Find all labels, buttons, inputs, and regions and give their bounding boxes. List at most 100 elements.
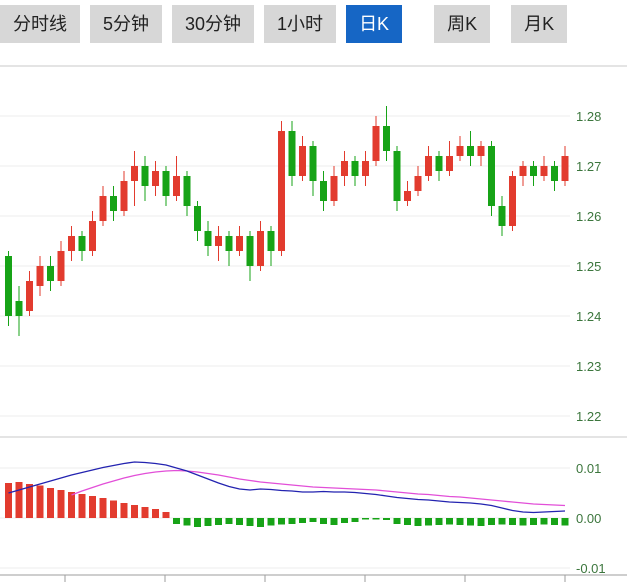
candle [162,166,170,206]
macd-bar [36,485,44,518]
macd-bar [551,518,558,525]
macd-bar [15,482,23,518]
candle [246,231,254,281]
macd-bar [131,505,138,518]
macd-bar [540,518,548,525]
candle [183,171,191,216]
candle [36,256,44,296]
price-axis-label: 1.23 [576,359,601,374]
macd-bar [110,500,117,518]
macd-bar [404,518,411,525]
macd-bar [519,518,527,526]
tab-monthly-k[interactable]: 月K [511,5,568,43]
candle [320,171,327,211]
candle [173,156,180,201]
macd-bar [477,518,485,526]
candle [498,196,506,236]
price-axis-label: 1.22 [576,409,601,424]
macd-bar [26,484,33,518]
price-axis-label: 1.25 [576,259,601,274]
macd-bar [173,518,180,524]
macd-dif-line [8,461,566,514]
candle [99,186,107,226]
macd-bar [246,518,254,526]
candle [561,146,569,186]
candle [204,221,212,256]
macd-bar [362,518,369,520]
candle [341,151,348,186]
macd-bar [330,518,338,525]
macd-bar [393,518,401,524]
candle [236,226,243,256]
candle [68,226,75,261]
macd-bar [225,518,233,524]
candle [467,131,474,166]
candlesticks [5,106,569,336]
tab-weekly-k[interactable]: 周K [434,5,491,43]
macd-bar [152,509,159,518]
macd-bar [372,518,380,520]
price-axis-label: 1.27 [576,159,601,174]
candle [383,106,390,161]
macd-bar [78,494,86,518]
candle [477,141,485,166]
macd-bar [194,518,201,527]
macd-bar [47,488,54,518]
tab-1hour[interactable]: 1小时 [264,5,337,43]
timeframe-tab-bar: 分时线 5分钟 30分钟 1小时 日K 周K 月K [0,5,577,43]
macd-bar [89,496,96,518]
macd-bar [530,518,537,525]
candle [372,116,380,166]
macd-dea-line [71,469,566,507]
tab-daily-k[interactable]: 日K [346,5,403,43]
candle [152,161,159,196]
tab-30min[interactable]: 30分钟 [172,5,255,43]
price-axis-label: 1.26 [576,209,601,224]
macd-bar [425,518,432,526]
candle [110,186,117,221]
candle [330,166,338,206]
macd-axis-label: -0.01 [576,561,606,576]
macd-bar [204,518,212,526]
candle [425,146,432,181]
macd-bar [498,518,506,525]
macd-bar [435,518,443,525]
macd-bar [68,492,75,518]
macd-bar [120,503,128,518]
macd-bar [215,518,222,525]
candle [89,211,96,256]
candle [215,226,222,261]
macd-bar [5,483,12,518]
candle [393,146,401,211]
candle [309,141,317,196]
candle [15,286,23,336]
candle [47,256,54,291]
candle [278,121,285,256]
tab-5min[interactable]: 5分钟 [90,5,163,43]
candle [404,181,411,206]
candle [257,221,264,271]
macd-bar [309,518,317,522]
macd-bar [278,518,285,525]
tab-timeline[interactable]: 分时线 [0,5,80,43]
macd-bar [414,518,422,526]
macd-bar [488,518,495,525]
price-axis-label: 1.24 [576,309,601,324]
candle [488,141,495,216]
candle [519,161,527,186]
candle [267,226,275,266]
macd-bar [57,490,65,518]
macd-bar [288,518,296,524]
macd-bar [561,518,569,526]
x-axis [0,574,627,582]
candle [435,151,443,181]
macd-bar [383,518,390,520]
macd-axis-label: 0.00 [576,511,601,526]
macd-bar [456,518,464,525]
macd-histogram [5,482,569,527]
macd-bar [509,518,516,525]
candle [120,171,128,216]
candle [194,201,201,241]
candle [530,161,537,186]
